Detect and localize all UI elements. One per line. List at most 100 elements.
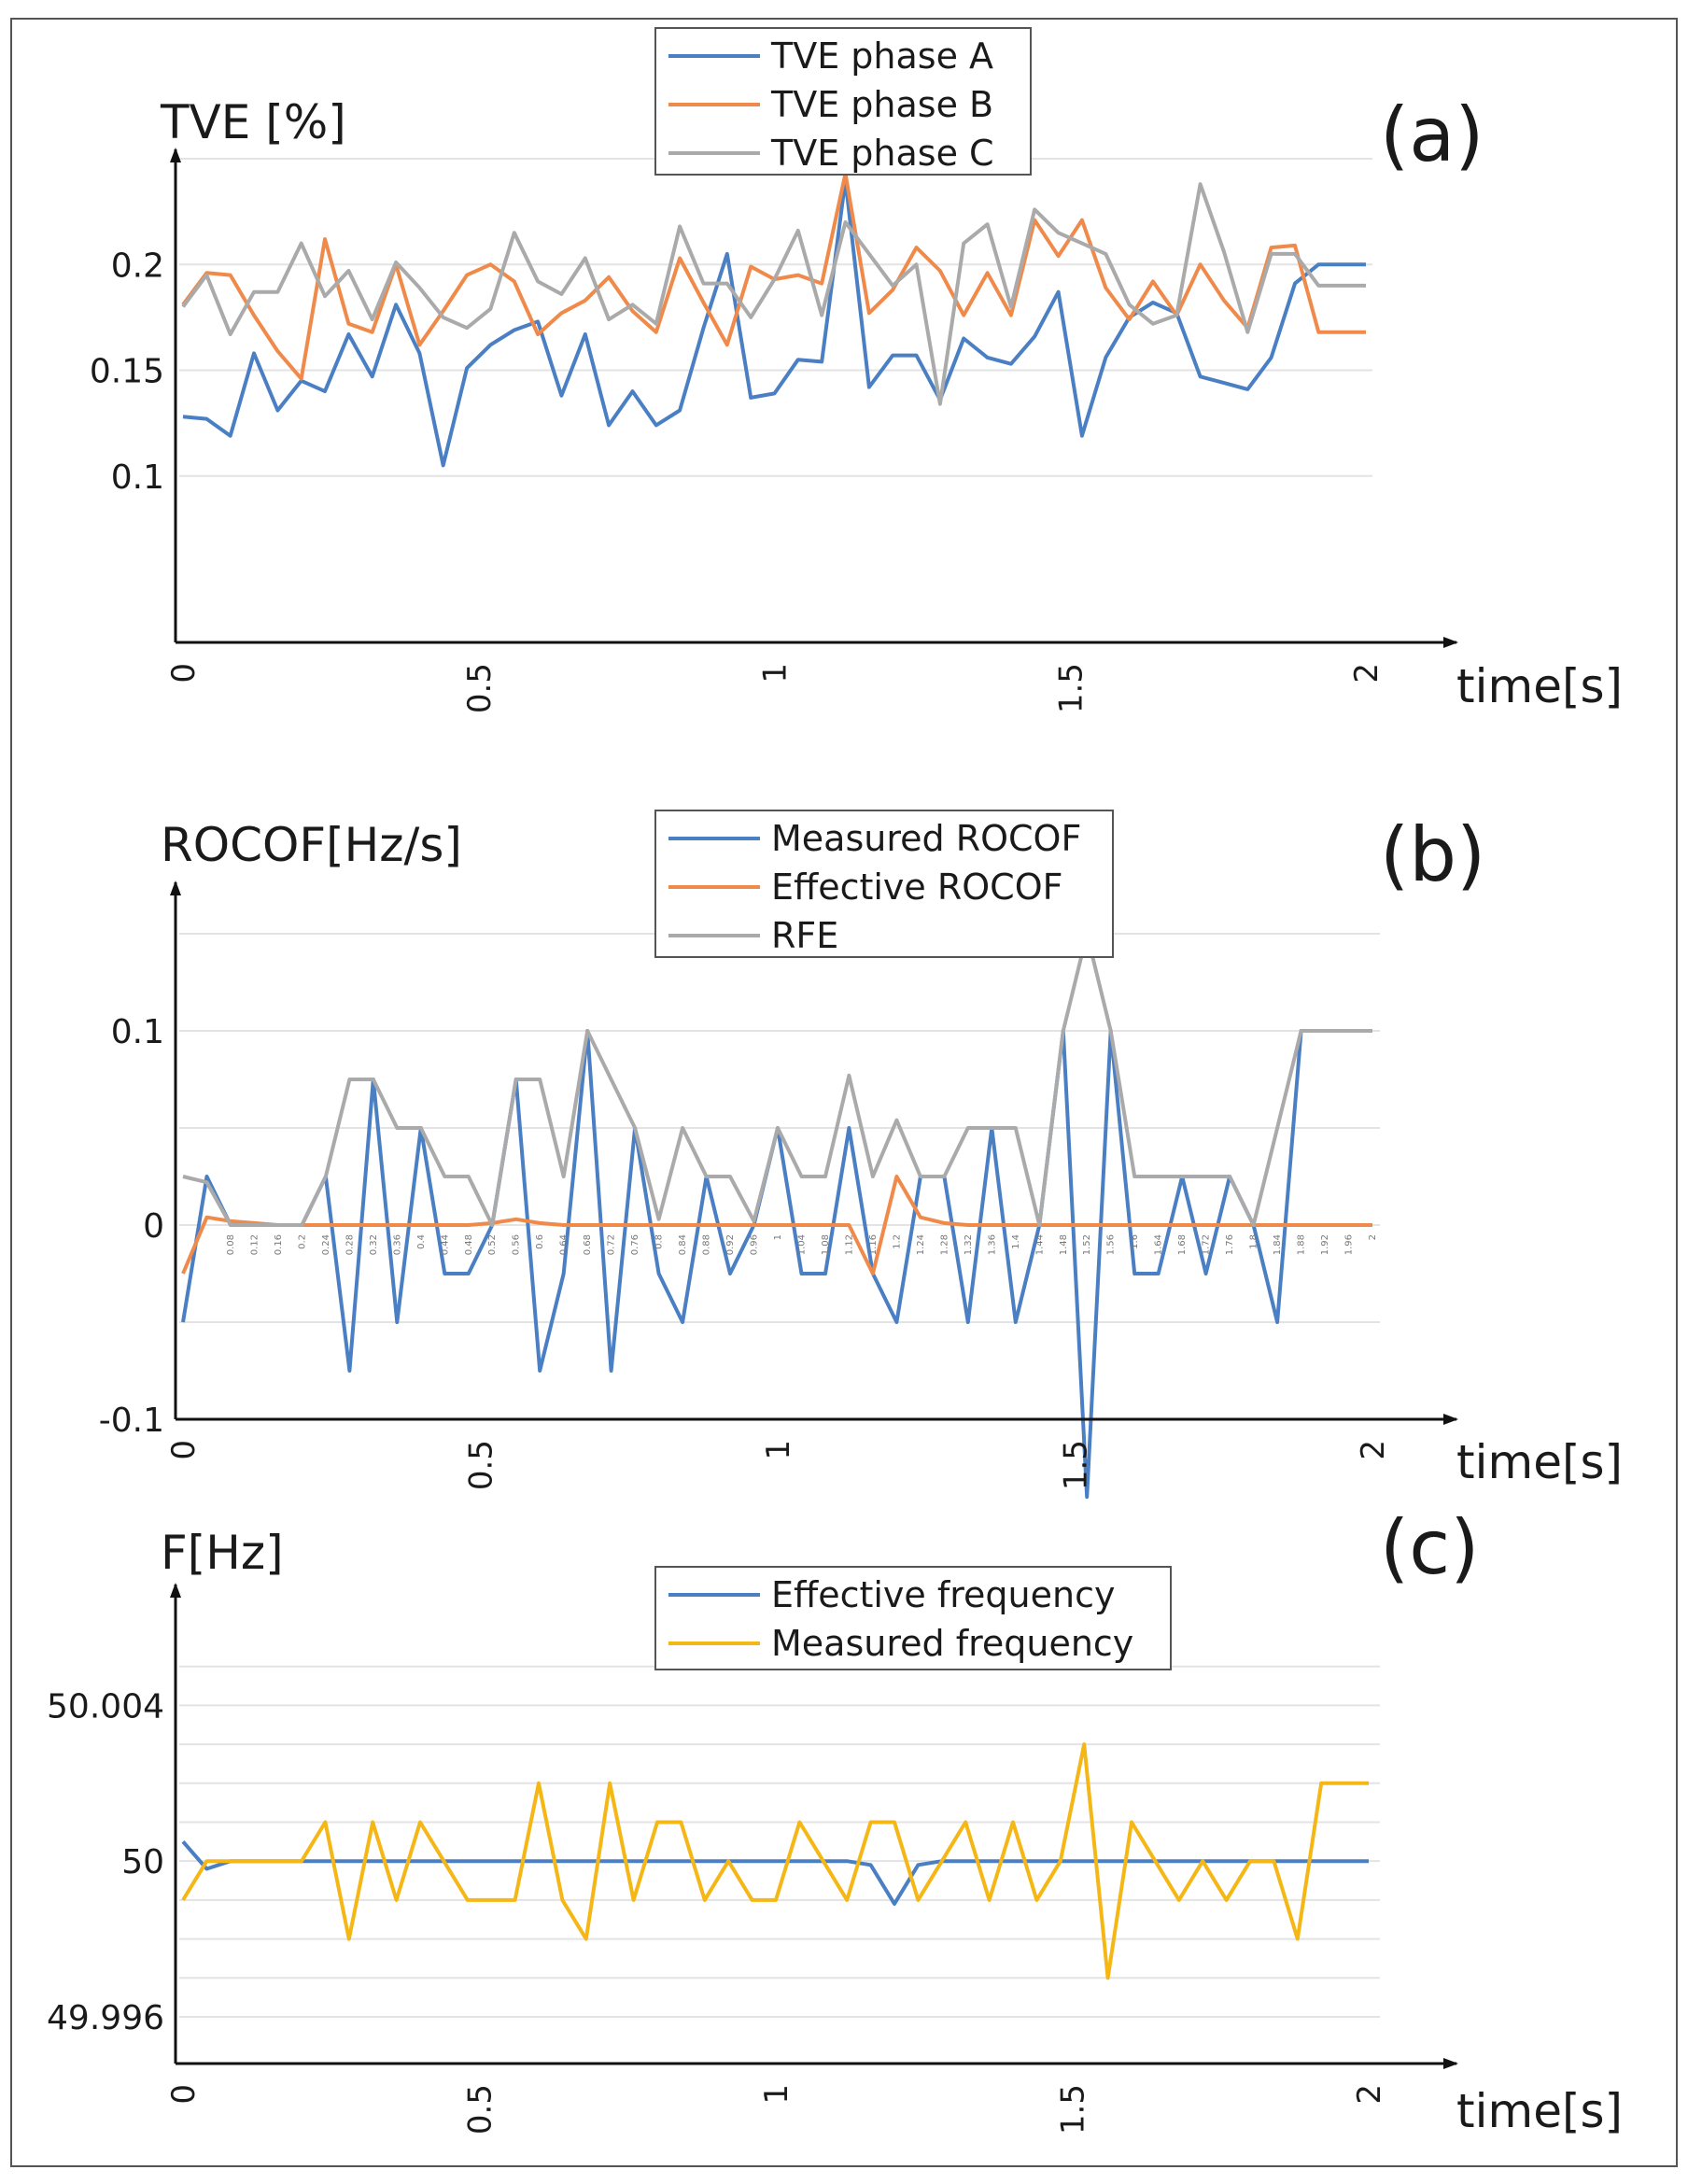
minor-x-tick-label: 1.96 xyxy=(1344,1234,1355,1255)
panel-label-a: (a) xyxy=(1380,92,1484,178)
series-rfe xyxy=(182,932,1372,1227)
x-tick-label-b: 0 xyxy=(165,1440,203,1460)
legend-a: TVE phase A TVE phase B TVE phase C xyxy=(654,27,1032,176)
x-axis-label-b: time[s] xyxy=(1456,1435,1623,1489)
y-axis-label-c: F[Hz] xyxy=(161,1526,284,1580)
minor-x-tick-label: 0.76 xyxy=(630,1234,640,1255)
panel-label-b: (b) xyxy=(1380,811,1485,898)
minor-x-tick-label: 1.28 xyxy=(939,1234,950,1255)
y-tick-label-c: 49.996 xyxy=(47,1999,164,2037)
minor-x-tick-label: 0.88 xyxy=(702,1234,712,1255)
minor-x-tick-label: 1.2 xyxy=(892,1234,902,1249)
y-axis-label-a: TVE [%] xyxy=(160,95,346,149)
minor-x-tick-label: 1.32 xyxy=(964,1234,974,1255)
minor-x-tick-label: 0.24 xyxy=(321,1234,331,1255)
minor-x-tick-label: 0.36 xyxy=(392,1234,402,1255)
legend-label-effective-frequency: Effective frequency xyxy=(771,1574,1115,1615)
x-tick-label-a: 0.5 xyxy=(461,663,499,713)
axes-b xyxy=(170,881,1458,1425)
minor-x-tick-label: 1.52 xyxy=(1082,1234,1092,1255)
legend-label-measured-frequency: Measured frequency xyxy=(771,1623,1133,1664)
minor-x-tick-label: 1.68 xyxy=(1177,1234,1188,1255)
minor-x-tick-label: 0.68 xyxy=(583,1234,593,1255)
minor-x-tick-label: 0.08 xyxy=(226,1234,236,1255)
x-tick-label-b: 2 xyxy=(1355,1440,1392,1460)
x-axis-label-a: time[s] xyxy=(1456,659,1623,713)
minor-x-tick-label: 0.96 xyxy=(750,1234,760,1255)
minor-x-tick-label: 1 xyxy=(773,1234,783,1240)
panel-a: 0.1 0.15 0.2 0 0.5 1 1.5 2 TVE [%] (a) time[s]… xyxy=(90,27,1623,713)
legend-b: Measured ROCOF Effective ROCOF RFE xyxy=(654,810,1114,958)
minor-x-tick-label: 0.2 xyxy=(297,1234,307,1249)
minor-x-tick-label: 0.56 xyxy=(512,1234,522,1255)
x-tick-label-c: 0 xyxy=(165,2084,203,2105)
minor-x-tick-label: 1.88 xyxy=(1297,1234,1307,1255)
panel-b: -0.100.1 0 0.5 1 1.5 2 0.08 0.12 0.16 0.2 0.24 0.… xyxy=(99,810,1623,1500)
panel-label-c: (c) xyxy=(1380,1504,1479,1591)
minor-x-tick-label: 1.04 xyxy=(796,1234,807,1255)
minor-x-tick-label: 1.08 xyxy=(821,1234,831,1255)
minor-x-tick-label: 1.16 xyxy=(868,1234,879,1255)
series-group-a xyxy=(181,171,1366,468)
axes-a xyxy=(170,148,1458,648)
minor-x-tick-label: 0.44 xyxy=(440,1234,450,1255)
minor-x-tick-label: 0.32 xyxy=(369,1234,379,1255)
x-ticks-a: 0 0.5 1 1.5 2 xyxy=(165,663,1386,713)
minor-x-tick-label: 1.8 xyxy=(1249,1234,1259,1249)
x-tick-label-a: 0 xyxy=(165,663,203,683)
y-ticks-b: -0.1 0 0.1 xyxy=(99,1013,164,1440)
panel-c: 49.996 50 50.004 0 0.5 1 1.5 2 F[Hz] (c) time[… xyxy=(47,1504,1623,2138)
minor-x-tick-label: 1.64 xyxy=(1154,1234,1164,1255)
minor-x-tick-label: 0.48 xyxy=(464,1234,474,1255)
y-tick-label-b: -0.1 xyxy=(99,1402,164,1440)
x-tick-label-a: 2 xyxy=(1348,663,1386,683)
minor-x-tick-label: 0.12 xyxy=(249,1234,260,1255)
minor-x-tick-label: 2 xyxy=(1368,1234,1378,1240)
x-tick-label-c: 2 xyxy=(1351,2084,1388,2105)
y-ticks-a: 0.1 0.15 0.2 xyxy=(90,247,164,497)
series-effective-frequency xyxy=(181,1839,1369,1906)
minor-x-tick-label: 1.6 xyxy=(1130,1234,1140,1249)
axes-c xyxy=(170,1583,1458,2069)
y-axis-label-b: ROCOF[Hz/s] xyxy=(161,818,462,872)
legend-box-b xyxy=(654,810,1114,958)
minor-x-tick-label: 1.4 xyxy=(1011,1234,1021,1249)
series-group-b xyxy=(181,932,1372,1500)
minor-x-tick-label: 0.84 xyxy=(678,1234,688,1255)
minor-x-tick-label: 0.8 xyxy=(654,1234,665,1249)
legend-label-tve-phase-b: TVE phase B xyxy=(770,84,993,125)
minor-x-tick-label: 1.84 xyxy=(1273,1234,1283,1255)
x-tick-label-c: 1.5 xyxy=(1055,2084,1092,2135)
x-tick-label-a: 1.5 xyxy=(1052,663,1090,713)
minor-ticks-b: 0.08 0.12 0.16 0.2 0.24 0.28 0.32 0.36 0.4 0.44 0.… xyxy=(226,1234,1378,1255)
legend-label-tve-phase-a: TVE phase A xyxy=(770,35,993,77)
legend-box-c xyxy=(654,1566,1172,1670)
series-tve-phase-a xyxy=(182,177,1366,468)
x-tick-label-b: 1.5 xyxy=(1058,1440,1095,1490)
minor-x-tick-label: 1.72 xyxy=(1202,1234,1212,1255)
x-tick-label-b: 0.5 xyxy=(463,1440,500,1490)
x-ticks-c: 0 0.5 1 1.5 2 xyxy=(165,2084,1388,2135)
y-tick-label-b: 0 xyxy=(143,1207,164,1246)
y-tick-label-c: 50.004 xyxy=(47,1687,164,1726)
y-tick-label-a: 0.15 xyxy=(90,353,164,391)
minor-x-tick-label: 1.76 xyxy=(1225,1234,1235,1255)
y-ticks-c: 49.996 50 50.004 xyxy=(47,1687,164,2037)
legend-label-measured-rocof: Measured ROCOF xyxy=(771,818,1081,859)
x-tick-label-c: 0.5 xyxy=(462,2084,499,2135)
legend-label-effective-rocof: Effective ROCOF xyxy=(771,867,1062,908)
minor-x-tick-label: 0.4 xyxy=(416,1234,427,1249)
minor-x-tick-label: 0.72 xyxy=(607,1234,617,1255)
minor-x-tick-label: 1.44 xyxy=(1034,1234,1045,1255)
minor-x-tick-label: 0.16 xyxy=(274,1234,284,1255)
minor-x-tick-label: 1.12 xyxy=(844,1234,854,1255)
y-tick-label-a: 0.2 xyxy=(111,247,164,285)
minor-x-tick-label: 0.6 xyxy=(535,1234,545,1249)
minor-x-tick-label: 0.52 xyxy=(487,1234,498,1255)
minor-x-tick-label: 1.92 xyxy=(1320,1234,1330,1255)
series-effective-rocof xyxy=(181,1175,1372,1275)
series-group-c xyxy=(181,1742,1369,1980)
minor-x-tick-label: 1.36 xyxy=(987,1234,997,1255)
minor-x-tick-label: 1.48 xyxy=(1059,1234,1069,1255)
